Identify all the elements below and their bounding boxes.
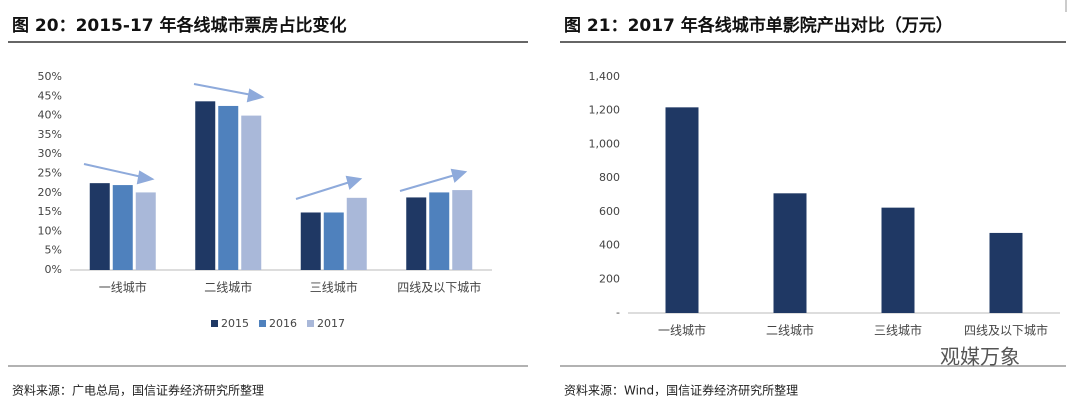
bar <box>218 105 239 270</box>
x-tick-label: 四线及以下城市 <box>397 280 481 295</box>
y-tick-label: 40% <box>38 109 62 122</box>
bar <box>135 192 156 270</box>
y-tick-label: 50% <box>38 70 62 83</box>
y-tick-label: 45% <box>38 89 62 102</box>
y-tick-label: 200 <box>599 272 620 285</box>
legend-swatch <box>211 320 218 327</box>
y-tick-label: 15% <box>38 205 62 218</box>
y-tick-label: 1,200 <box>589 104 621 117</box>
bar <box>323 212 344 270</box>
source: 资料来源：广电总局，国信证券经济研究所整理 <box>12 383 264 398</box>
legend-swatch <box>259 320 266 327</box>
bar <box>429 192 450 270</box>
chart-title: 图 21：2017 年各线城市单影院产出对比（万元） <box>564 15 953 36</box>
legend-label: 2015 <box>221 317 249 330</box>
y-tick-label: 400 <box>599 239 620 252</box>
bar <box>881 207 915 313</box>
legend-label: 2016 <box>269 317 297 330</box>
y-tick-label: 1,000 <box>589 137 621 150</box>
chart-title: 图 20：2015-17 年各线城市票房占比变化 <box>12 15 347 36</box>
source: 资料来源：Wind，国信证券经济研究所整理 <box>564 383 798 398</box>
y-tick-label: 600 <box>599 205 620 218</box>
y-tick-label: 5% <box>45 244 62 257</box>
x-tick-label: 一线城市 <box>658 323 706 338</box>
bar <box>300 212 321 270</box>
x-tick-label: 三线城市 <box>310 280 358 295</box>
bar <box>346 197 367 270</box>
bar <box>112 185 133 270</box>
x-tick-label: 二线城市 <box>766 323 814 338</box>
x-tick-label: 二线城市 <box>204 280 252 295</box>
x-tick-label: 一线城市 <box>99 280 147 295</box>
bar <box>241 115 262 270</box>
bar <box>665 107 699 313</box>
bar <box>452 190 473 270</box>
y-tick-label: 30% <box>38 147 62 160</box>
y-tick-label: 35% <box>38 128 62 141</box>
bar <box>195 101 216 271</box>
y-tick-label: 20% <box>38 186 62 199</box>
legend-swatch <box>307 320 314 327</box>
y-tick-label: 1,400 <box>589 70 621 83</box>
legend-label: 2017 <box>317 317 345 330</box>
y-tick-label: 0% <box>45 263 62 276</box>
watermark: 观媒万象 <box>940 345 1020 369</box>
y-tick-label: 800 <box>599 171 620 184</box>
y-tick-label: 25% <box>38 167 62 180</box>
bar <box>406 197 427 270</box>
bar <box>773 193 807 313</box>
bar <box>989 232 1023 313</box>
bar <box>89 183 110 270</box>
x-tick-label: 四线及以下城市 <box>964 323 1048 338</box>
trend-arrows <box>83 83 468 200</box>
y-tick-label: - <box>616 306 620 319</box>
x-tick-label: 三线城市 <box>874 323 922 338</box>
y-tick-label: 10% <box>38 224 62 237</box>
